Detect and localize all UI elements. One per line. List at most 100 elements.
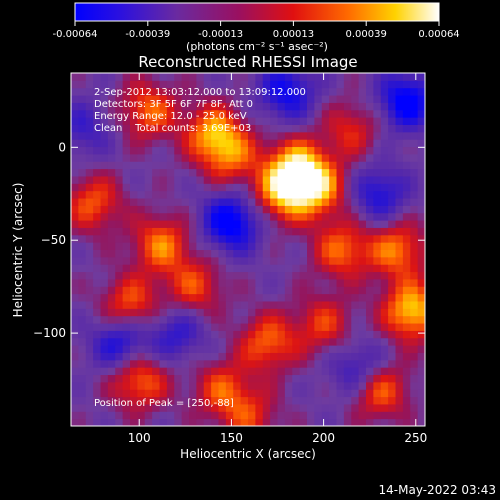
heatmap-cell	[321, 315, 330, 324]
heatmap-cell	[107, 352, 116, 361]
heatmap-cell	[174, 198, 183, 206]
heatmap-cell	[152, 183, 160, 192]
heatmap-cell	[100, 249, 109, 258]
heatmap-cell	[366, 124, 374, 133]
heatmap-cell	[181, 300, 190, 309]
heatmap-cell	[225, 293, 234, 302]
heatmap-cell	[262, 286, 271, 295]
heatmap-cell	[314, 168, 323, 177]
heatmap-cell	[93, 308, 101, 317]
heatmap-cell	[218, 403, 227, 412]
heatmap-cell	[336, 337, 345, 346]
heatmap-cell	[262, 102, 271, 111]
heatmap-cell	[351, 109, 360, 118]
heatmap-cell	[388, 286, 396, 295]
heatmap-cell	[358, 264, 367, 273]
heatmap-cell	[152, 234, 160, 243]
heatmap-cell	[366, 352, 374, 361]
heatmap-cell	[329, 411, 337, 420]
heatmap-cell	[181, 146, 190, 155]
heatmap-cell	[314, 352, 323, 361]
heatmap-cell	[159, 308, 168, 317]
heatmap-cell	[189, 87, 197, 96]
heatmap-cell	[402, 411, 411, 420]
heatmap-cell	[336, 256, 345, 265]
heatmap-cell	[373, 220, 382, 228]
heatmap-cell	[380, 411, 389, 420]
heatmap-cell	[351, 389, 360, 398]
heatmap-cell	[417, 418, 425, 426]
heatmap-cell	[152, 124, 160, 133]
heatmap-cell	[203, 153, 212, 162]
heatmap-cell	[107, 227, 116, 236]
heatmap-cell	[71, 374, 79, 383]
heatmap-cell	[144, 139, 153, 148]
heatmap-cell	[321, 323, 330, 331]
heatmap-cell	[262, 161, 271, 170]
heatmap-cell	[270, 190, 278, 199]
heatmap-cell	[130, 256, 138, 265]
heatmap-cell	[85, 139, 94, 148]
heatmap-cell	[152, 220, 160, 228]
heatmap-cell	[307, 212, 315, 221]
heatmap-cell	[122, 249, 131, 258]
heatmap-cell	[211, 403, 219, 412]
heatmap-cell	[100, 227, 109, 236]
heatmap-cell	[144, 212, 153, 221]
heatmap-cell	[122, 168, 131, 177]
heatmap-cell	[71, 359, 79, 368]
heatmap-cell	[388, 271, 396, 280]
heatmap-cell	[166, 153, 175, 162]
heatmap-cell	[203, 227, 212, 236]
heatmap-cell	[336, 315, 345, 324]
heatmap-cell	[343, 139, 352, 148]
heatmap-cell	[299, 95, 308, 103]
heatmap-cell	[329, 95, 337, 103]
heatmap-cell	[410, 168, 419, 177]
heatmap-cell	[85, 95, 94, 103]
heatmap-cell	[329, 242, 337, 250]
heatmap-cell	[388, 300, 396, 309]
heatmap-cell	[321, 146, 330, 155]
heatmap-cell	[299, 220, 308, 228]
heatmap-cell	[343, 315, 352, 324]
heatmap-cell	[270, 242, 278, 250]
heatmap-cell	[78, 109, 87, 118]
heatmap-cell	[248, 367, 256, 376]
heatmap-cell	[159, 161, 168, 170]
heatmap-cell	[417, 80, 425, 89]
heatmap-cell	[181, 242, 190, 250]
heatmap-cell	[366, 271, 374, 280]
heatmap-cell	[417, 249, 425, 258]
heatmap-cell	[329, 418, 337, 426]
heatmap-cell	[299, 315, 308, 324]
heatmap-cell	[189, 403, 197, 412]
heatmap-cell	[85, 293, 94, 302]
heatmap-cell	[307, 242, 315, 250]
heatmap-cell	[196, 242, 205, 250]
heatmap-cell	[211, 315, 219, 324]
heatmap-cell	[329, 109, 337, 118]
heatmap-cell	[130, 212, 138, 221]
heatmap-cell	[329, 345, 337, 353]
heatmap-cell	[343, 161, 352, 170]
heatmap-cell	[410, 271, 419, 280]
heatmap-cell	[395, 286, 404, 295]
heatmap-cell	[248, 323, 256, 331]
heatmap-cell	[152, 411, 160, 420]
heatmap-cell	[292, 95, 301, 103]
heatmap-cell	[284, 124, 293, 133]
heatmap-cell	[262, 168, 271, 177]
heatmap-cell	[388, 227, 396, 236]
heatmap-cell	[358, 168, 367, 177]
heatmap-cell	[299, 374, 308, 383]
heatmap-cell	[174, 153, 183, 162]
heatmap-cell	[233, 264, 242, 273]
heatmap-cell	[292, 330, 301, 339]
heatmap-cell	[373, 95, 382, 103]
heatmap-cell	[218, 293, 227, 302]
heatmap-cell	[93, 95, 101, 103]
heatmap-cell	[211, 264, 219, 273]
heatmap-cell	[248, 227, 256, 236]
heatmap-cell	[277, 315, 286, 324]
